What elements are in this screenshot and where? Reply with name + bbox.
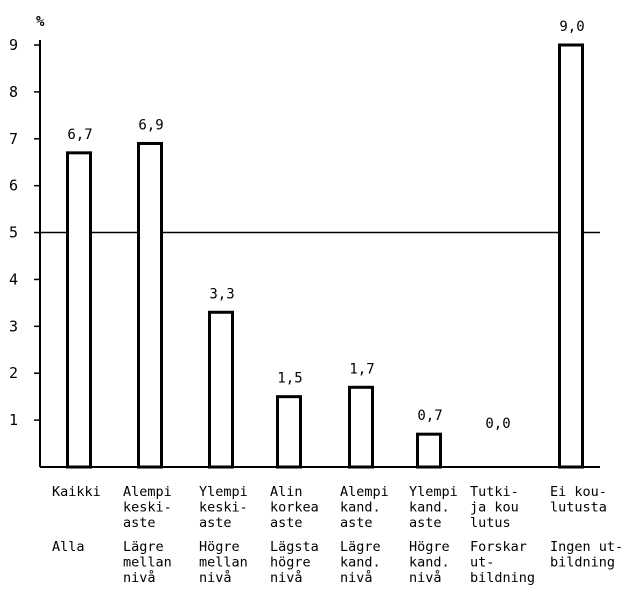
x-tick-label: aste — [270, 515, 303, 531]
x-tick-label: Alempi — [123, 484, 172, 500]
bar — [137, 141, 163, 469]
x-tick-label: Lägre — [340, 539, 381, 555]
y-tick-label: 9 — [9, 36, 18, 54]
data-label: 0,0 — [485, 416, 510, 432]
y-tick-label: 6 — [9, 177, 18, 195]
x-tick-label: mellan — [199, 555, 248, 571]
y-axis-unit: % — [36, 14, 45, 30]
data-label: 9,0 — [559, 19, 584, 35]
y-tick-label: 1 — [9, 411, 18, 429]
y-tick-label: 4 — [9, 270, 18, 288]
x-tick-label: Ei kou- — [550, 484, 607, 500]
x-tick-label: Forskar — [470, 539, 527, 555]
x-tick-label: Alempi — [340, 484, 389, 500]
y-tick-label: 5 — [9, 224, 18, 242]
x-tick-label: aste — [340, 515, 373, 531]
x-tick-label: Lägre — [123, 539, 164, 555]
bar — [208, 310, 234, 469]
x-tick-label: nivå — [270, 569, 303, 586]
x-tick-label: aste — [123, 515, 156, 531]
data-label: 6,9 — [138, 117, 163, 133]
x-tick-label: nivå — [409, 569, 442, 586]
x-tick-label: högre — [270, 555, 311, 571]
x-tick-label: Ylempi — [409, 484, 458, 500]
x-tick-label: nivå — [123, 569, 156, 586]
y-tick-label: 2 — [9, 364, 18, 382]
labels: % 1 2 3 4 5 6 7 8 9 6,7 6,9 3,3 1,5 1,7 0,7 0,0 9,0 Kaikki… — [9, 14, 623, 586]
x-tick-label: Alla — [52, 539, 85, 555]
data-label: 1,5 — [277, 371, 302, 387]
x-tick-label: Kaikki — [52, 484, 101, 500]
y-tick-label: 3 — [9, 317, 18, 335]
x-tick-label: aste — [409, 515, 442, 531]
x-tick-label: keski- — [199, 500, 248, 516]
x-tick-label: korkea — [270, 500, 319, 516]
data-label: 6,7 — [67, 127, 92, 143]
x-tick-label: kand. — [409, 555, 450, 571]
x-tick-label: bildning — [470, 570, 535, 586]
bar — [66, 151, 92, 469]
x-tick-label: Högre — [409, 539, 450, 555]
x-tick-label: Lägsta — [270, 539, 319, 555]
x-tick-label: Alin — [270, 484, 303, 500]
x-tick-label: nivå — [340, 569, 373, 586]
x-tick-label: Högre — [199, 539, 240, 555]
bar — [558, 43, 584, 469]
bar — [348, 385, 374, 469]
bars — [66, 43, 584, 469]
x-tick-label: lutus — [470, 515, 511, 531]
data-label: 0,7 — [417, 408, 442, 424]
data-label: 1,7 — [349, 361, 374, 377]
y-tick-label: 8 — [9, 83, 18, 101]
x-tick-label: bildning — [550, 555, 615, 571]
x-tick-label: ut- — [470, 555, 494, 571]
x-tick-label: kand. — [340, 500, 381, 516]
x-tick-label: aste — [199, 515, 232, 531]
x-tick-label: Ylempi — [199, 484, 248, 500]
x-tick-label: ja kou — [470, 500, 519, 516]
bar — [276, 395, 302, 469]
x-tick-label: keski- — [123, 500, 172, 516]
x-tick-label: kand. — [340, 555, 381, 571]
x-tick-label: nivå — [199, 569, 232, 586]
x-tick-label: mellan — [123, 555, 172, 571]
axes — [34, 40, 600, 468]
x-tick-label: Tutki- — [470, 484, 519, 500]
x-tick-label: Ingen ut- — [550, 539, 623, 555]
y-tick-label: 7 — [9, 130, 18, 148]
x-tick-label: kand. — [409, 500, 450, 516]
x-tick-label: lutusta — [550, 500, 607, 516]
bar — [416, 432, 442, 469]
data-label: 3,3 — [209, 286, 234, 302]
